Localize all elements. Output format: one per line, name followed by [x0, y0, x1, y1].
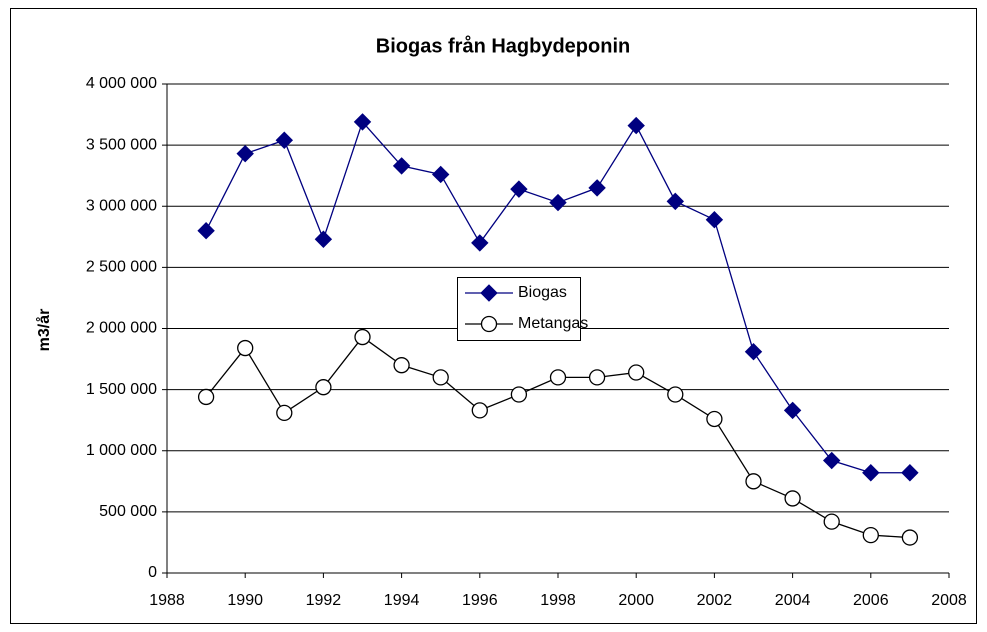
- marker: [275, 131, 294, 149]
- chart-title: Biogas från Hagbydeponin: [376, 34, 630, 57]
- marker: [901, 529, 919, 546]
- x-tick-label: 2008: [931, 592, 967, 609]
- y-tick-label: 0: [148, 564, 157, 581]
- marker: [822, 451, 841, 470]
- marker: [862, 464, 880, 482]
- legend-marker: [480, 315, 498, 333]
- marker: [197, 221, 215, 240]
- x-tick-label: 1996: [462, 592, 498, 609]
- marker: [549, 193, 567, 212]
- y-tick-label: 2 500 000: [86, 259, 157, 276]
- x-tick-label: 1988: [149, 592, 185, 609]
- marker: [745, 473, 762, 490]
- y-tick-label: 500 000: [99, 503, 157, 520]
- legend-label: Metangas: [518, 315, 588, 332]
- y-tick-label: 3 000 000: [86, 197, 157, 214]
- marker: [549, 369, 567, 386]
- x-tick-label: 2002: [697, 592, 733, 609]
- x-tick-label: 1992: [306, 592, 342, 609]
- y-tick-label: 1 500 000: [86, 381, 157, 398]
- marker: [823, 513, 840, 530]
- marker: [315, 379, 332, 396]
- y-tick-label: 1 000 000: [86, 442, 157, 459]
- marker: [276, 404, 293, 422]
- marker: [705, 210, 724, 229]
- marker: [431, 165, 450, 184]
- y-tick-label: 2 000 000: [86, 320, 157, 337]
- marker: [353, 113, 372, 131]
- marker: [392, 157, 411, 175]
- marker: [354, 328, 371, 346]
- marker: [784, 490, 801, 507]
- x-tick-label: 2004: [775, 592, 811, 609]
- marker: [862, 526, 879, 544]
- marker: [197, 388, 215, 406]
- y-axis-label: m3/år: [35, 309, 53, 352]
- marker: [706, 410, 723, 428]
- marker: [471, 234, 489, 252]
- marker: [901, 464, 919, 482]
- legend-box: [457, 277, 581, 341]
- marker: [314, 230, 333, 248]
- marker: [744, 343, 763, 361]
- marker: [510, 386, 528, 403]
- x-tick-label: 2000: [618, 592, 654, 609]
- marker: [510, 180, 528, 198]
- marker: [667, 386, 684, 403]
- marker: [627, 116, 645, 135]
- marker: [783, 401, 802, 420]
- marker: [588, 369, 606, 386]
- marker: [236, 144, 254, 163]
- x-tick-label: 2006: [853, 592, 889, 609]
- marker: [432, 369, 449, 386]
- x-tick-label: 1990: [227, 592, 263, 609]
- marker: [237, 339, 254, 357]
- legend: Biogas Metangas: [457, 277, 588, 341]
- marker: [393, 357, 410, 374]
- marker: [628, 364, 645, 381]
- marker: [666, 192, 685, 211]
- legend-marker: [480, 284, 498, 302]
- y-tick-label: 3 500 000: [86, 136, 157, 153]
- marker: [471, 402, 488, 419]
- y-tick-label: 4 000 000: [86, 75, 157, 92]
- legend-label: Biogas: [518, 284, 567, 301]
- x-tick-label: 1998: [540, 592, 576, 609]
- marker: [588, 179, 606, 197]
- x-tick-label: 1994: [384, 592, 420, 609]
